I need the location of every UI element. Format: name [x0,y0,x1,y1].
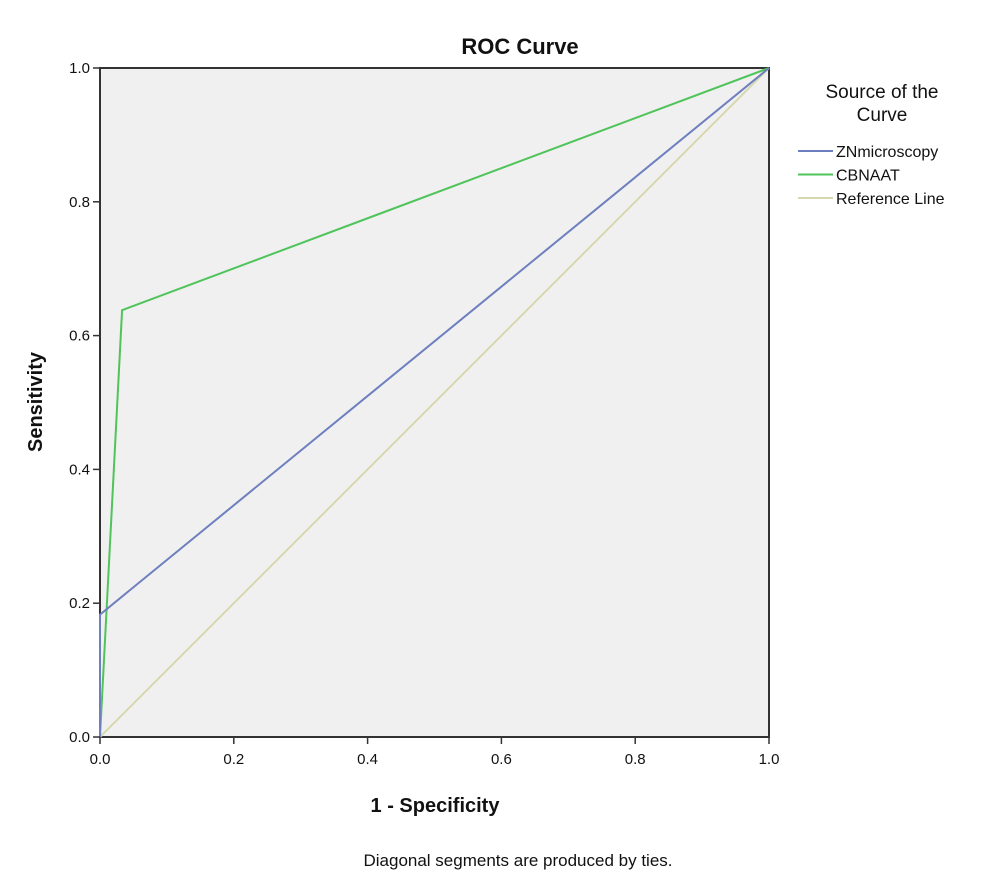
legend-title-line-2: Curve [857,105,908,126]
x-tick-label: 0.6 [491,751,512,768]
series-line-znmicroscopy [99,67,770,737]
legend-label: CBNAAT [836,168,900,185]
footnote: Diagonal segments are produced by ties. [363,851,672,870]
legend-title-line-1: Source of the [825,82,938,103]
y-tick-label: 0.6 [69,328,90,345]
x-tick-label: 0.4 [357,751,378,768]
legend-label: ZNmicroscopy [836,144,938,161]
series-line-cbnaat [99,67,770,738]
x-tick-label: 0.2 [223,751,244,768]
y-tick-label: 0.0 [69,729,90,746]
x-tick-label: 1.0 [759,751,780,768]
x-axis-label: 1 - Specificity [371,795,501,817]
series-line-reference-line [99,67,770,738]
y-tick-label: 0.8 [69,194,90,211]
y-tick-label: 0.2 [69,595,90,612]
y-tick-label: 0.4 [69,461,90,478]
y-axis-label: Sensitivity [25,351,47,452]
legend-label: Reference Line [836,191,945,208]
y-tick-label: 1.0 [69,60,90,77]
x-tick-label: 0.0 [90,751,111,768]
x-tick-label: 0.8 [625,751,646,768]
chart-title: ROC Curve [461,34,578,59]
